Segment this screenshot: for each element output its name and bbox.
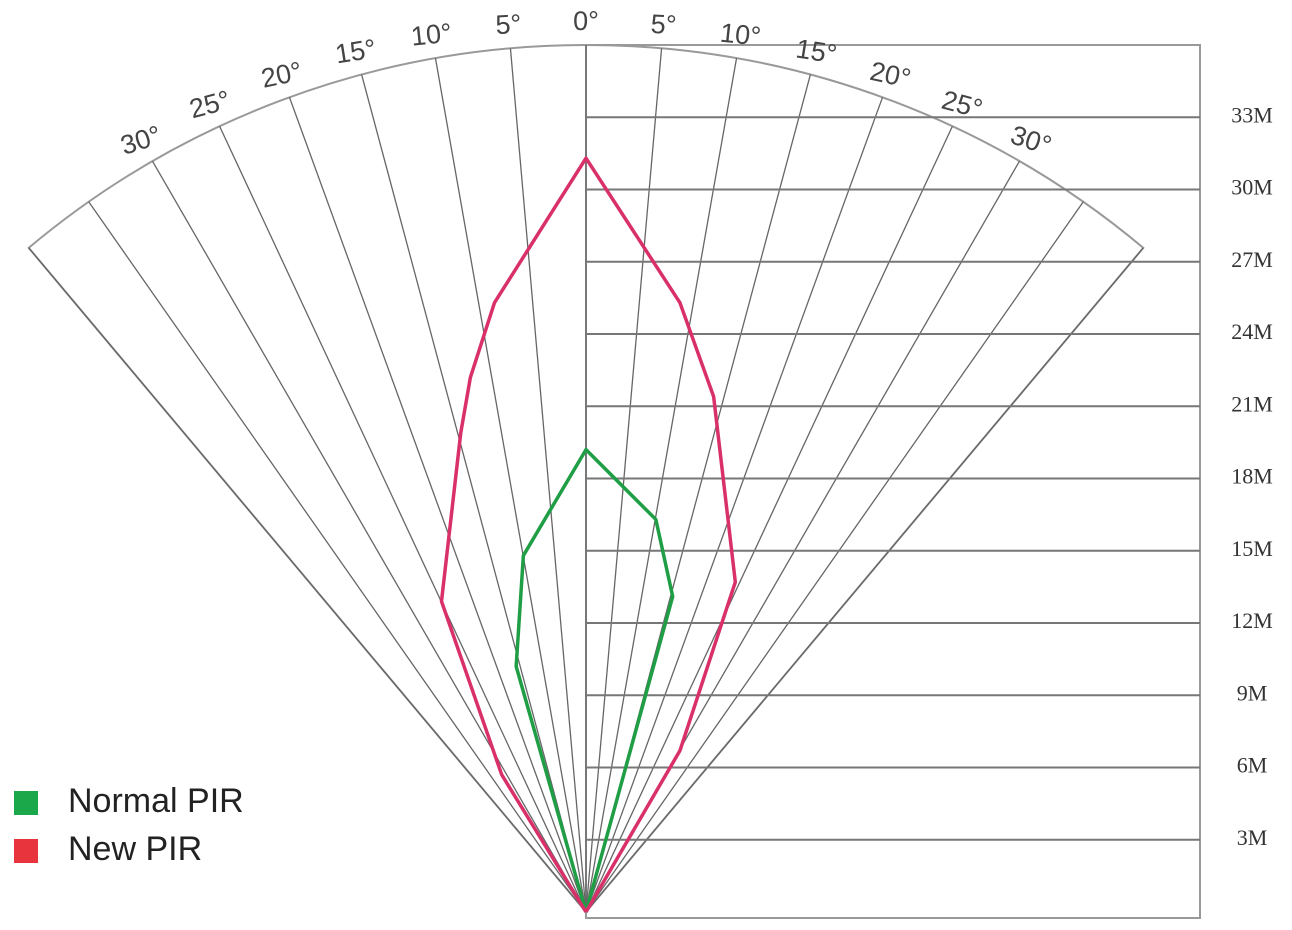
angle-line <box>509 48 587 913</box>
angle-label: 5° <box>650 9 677 40</box>
angle-line <box>360 74 587 913</box>
distance-label: 3M <box>1237 825 1268 850</box>
distance-label: 12M <box>1231 608 1273 633</box>
angle-label: 5° <box>495 9 522 40</box>
angle-label: 25° <box>939 85 986 125</box>
angle-line <box>151 160 587 913</box>
angle-line <box>585 97 884 913</box>
angle-label: 15° <box>333 33 378 69</box>
angle-line <box>28 247 587 913</box>
legend-label: New PIR <box>68 830 202 868</box>
angle-label: 20° <box>258 56 304 94</box>
distance-label: 30M <box>1231 175 1273 200</box>
distance-label: 27M <box>1231 247 1273 272</box>
angle-line <box>585 125 953 913</box>
distance-label: 21M <box>1231 391 1273 416</box>
distance-label: 6M <box>1237 753 1268 778</box>
angle-label: 30° <box>117 120 165 161</box>
range-box <box>585 44 1201 919</box>
angle-label: 10° <box>410 18 454 52</box>
legend-label: Normal PIR <box>68 782 244 820</box>
angle-line <box>434 58 587 913</box>
distance-label: 15M <box>1231 536 1273 561</box>
angle-line <box>585 247 1144 913</box>
detection-curve <box>439 156 738 913</box>
angle-label: 20° <box>867 56 913 94</box>
angle-line <box>288 97 587 913</box>
angle-line <box>219 125 587 913</box>
angle-label: 15° <box>794 33 839 69</box>
detection-curve <box>514 447 675 913</box>
angle-label: 25° <box>186 85 233 125</box>
fan-outline <box>27 43 1145 914</box>
angle-label: 30° <box>1007 120 1055 161</box>
angle-line <box>585 58 738 913</box>
distance-label: 33M <box>1231 102 1273 127</box>
distance-label: 24M <box>1231 319 1273 344</box>
angle-line <box>585 201 1084 913</box>
legend-swatch <box>14 791 38 815</box>
distance-label: 9M <box>1237 680 1268 705</box>
legend-swatch <box>14 839 38 863</box>
angle-label: 10° <box>719 18 763 52</box>
distance-label: 18M <box>1231 464 1273 489</box>
angle-label: 0° <box>573 6 599 36</box>
angle-line <box>88 201 587 913</box>
